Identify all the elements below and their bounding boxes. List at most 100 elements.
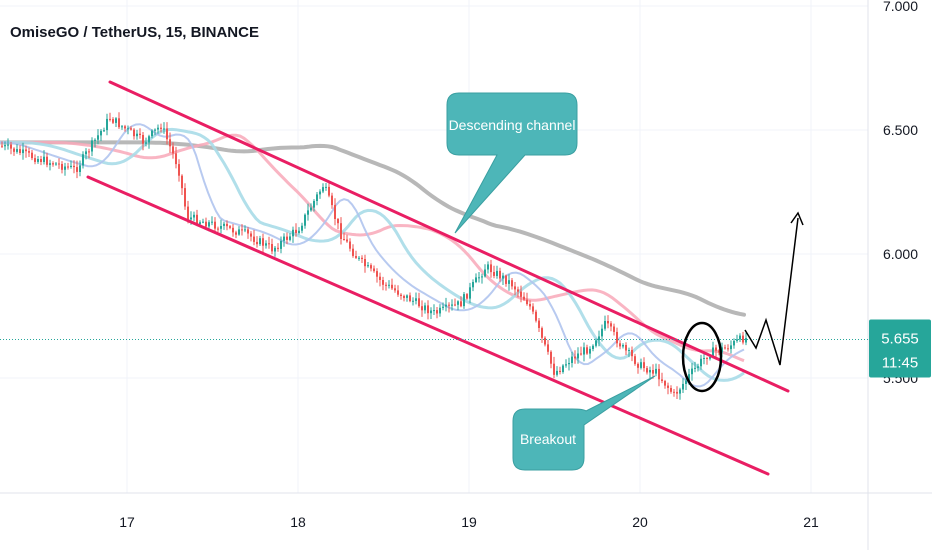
candle-body — [214, 221, 216, 229]
candle-body — [136, 133, 138, 137]
candle-body — [31, 152, 33, 159]
candle-body — [709, 357, 711, 359]
candle-body — [226, 223, 228, 227]
candle-body — [169, 139, 171, 147]
candle-body — [514, 286, 516, 290]
candle-body — [637, 363, 639, 368]
candle-body — [187, 206, 189, 220]
time-axis[interactable]: 17 18 19 20 21 — [119, 514, 819, 530]
y-tick-label: 6.000 — [883, 246, 918, 262]
y-tick-label: 7.000 — [883, 0, 918, 14]
x-tick-label: 21 — [803, 514, 819, 530]
candle-body — [502, 275, 504, 279]
candle-body — [382, 280, 384, 285]
candle-body — [67, 166, 69, 168]
candle-body — [373, 268, 375, 272]
candle-body — [184, 188, 186, 207]
candle-body — [523, 296, 525, 300]
candle-body — [457, 301, 459, 305]
candle-body — [394, 288, 396, 291]
candle-body — [253, 236, 255, 242]
candle-body — [685, 380, 687, 384]
candle-body — [151, 130, 153, 137]
candle-body — [196, 214, 198, 225]
candle-body — [385, 284, 387, 286]
candle-body — [40, 159, 42, 162]
symbol-title: OmiseGO / TetherUS, 15, BINANCE — [10, 24, 259, 41]
candle-body — [508, 280, 510, 284]
ma-pink-line — [0, 133, 745, 363]
candle-body — [613, 326, 615, 332]
candle-body — [172, 146, 174, 154]
candle-body — [25, 149, 27, 152]
candle-body — [484, 269, 486, 277]
candle-body — [313, 201, 315, 208]
candle-body — [358, 257, 360, 259]
candle-body — [301, 225, 303, 231]
candle-body — [370, 265, 372, 269]
y-tick-label: 6.500 — [883, 122, 918, 138]
candle-body — [661, 379, 663, 381]
candle-body — [547, 344, 549, 352]
candle-body — [178, 164, 180, 176]
candle-body — [736, 339, 738, 341]
descending-channel — [0, 80, 868, 476]
price-tag-box — [869, 319, 931, 378]
candle-body — [742, 335, 744, 343]
candle-body — [133, 129, 135, 137]
candle-body — [346, 239, 348, 242]
candle-body — [592, 345, 594, 349]
candle-body — [325, 186, 327, 188]
candle-body — [697, 366, 699, 368]
candle-body — [70, 165, 72, 167]
price-tag-countdown: 11:45 — [882, 355, 918, 372]
candle-body — [277, 247, 279, 249]
candle-body — [244, 229, 246, 231]
candle-body — [43, 156, 45, 162]
candle-body — [145, 142, 147, 144]
candle-body — [493, 272, 495, 276]
candle-body — [595, 340, 597, 346]
candle-body — [310, 207, 312, 211]
candle-body — [619, 343, 621, 347]
candle-body — [445, 304, 447, 307]
candle-body — [64, 166, 66, 170]
candle-body — [229, 226, 231, 228]
x-tick-label: 20 — [632, 514, 648, 530]
candle-body — [220, 226, 222, 229]
candle-body — [712, 347, 714, 357]
candle-body — [268, 243, 270, 245]
candle-body — [598, 336, 600, 341]
candle-body — [121, 126, 123, 128]
candle-body — [625, 345, 627, 351]
candle-body — [397, 290, 399, 295]
candle-body — [307, 210, 309, 215]
candle-body — [175, 153, 177, 165]
candle-body — [676, 391, 678, 394]
candle-body — [148, 136, 150, 143]
candle-body — [460, 301, 462, 307]
candle-body — [442, 306, 444, 308]
candle-body — [367, 265, 369, 267]
candle-body — [238, 229, 240, 235]
candle-body — [691, 368, 693, 375]
candle-body — [733, 340, 735, 346]
candle-body — [13, 148, 15, 152]
candle-body — [652, 370, 654, 374]
candle-body — [391, 284, 393, 289]
candle-body — [727, 348, 729, 350]
candle-body — [724, 347, 726, 349]
candle-body — [106, 118, 108, 131]
candle-body — [505, 275, 507, 284]
candle-body — [352, 248, 354, 256]
candle-body — [265, 243, 267, 246]
candle-body — [589, 348, 591, 354]
candle-body — [433, 310, 435, 312]
candle-body — [157, 127, 159, 130]
candles — [1, 112, 747, 400]
candle-body — [424, 305, 426, 311]
candle-body — [475, 277, 477, 282]
callout-breakout-text: Breakout — [520, 431, 576, 447]
last-price-tag: 5.655 11:45 — [869, 319, 931, 378]
